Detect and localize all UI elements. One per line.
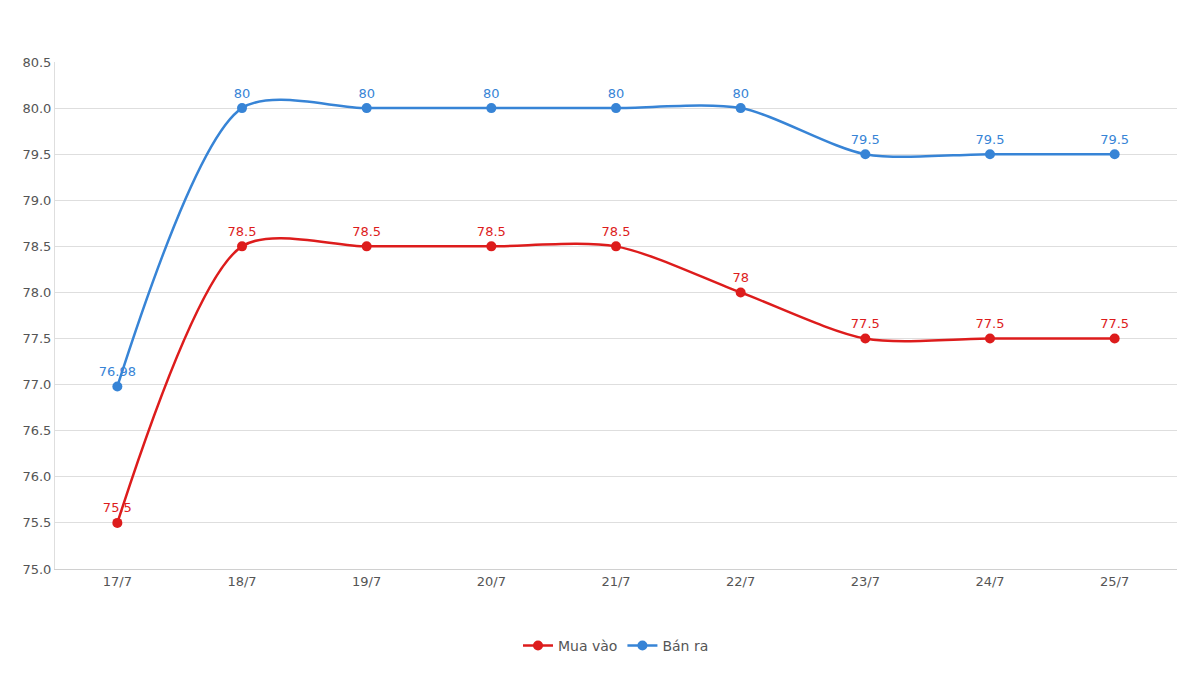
svg-text:79.5: 79.5: [851, 132, 880, 147]
svg-text:77.5: 77.5: [851, 316, 880, 331]
svg-text:20/7: 20/7: [477, 574, 506, 589]
svg-text:22/7: 22/7: [726, 574, 755, 589]
svg-text:79.5: 79.5: [976, 132, 1005, 147]
svg-text:75.5: 75.5: [103, 500, 132, 515]
svg-text:76.0: 76.0: [22, 469, 51, 484]
svg-text:21/7: 21/7: [601, 574, 630, 589]
svg-text:Bán ra: Bán ra: [662, 638, 708, 654]
svg-text:80: 80: [234, 86, 251, 101]
svg-text:80.5: 80.5: [22, 55, 51, 70]
svg-text:78.0: 78.0: [22, 285, 51, 300]
svg-text:76.98: 76.98: [99, 364, 136, 379]
svg-text:77.5: 77.5: [22, 331, 51, 346]
svg-text:78.5: 78.5: [22, 239, 51, 254]
svg-text:77.5: 77.5: [976, 316, 1005, 331]
svg-text:Mua vào: Mua vào: [558, 638, 617, 654]
svg-text:76.5: 76.5: [22, 423, 51, 438]
svg-text:25/7: 25/7: [1100, 574, 1129, 589]
svg-text:80: 80: [483, 86, 500, 101]
svg-text:24/7: 24/7: [975, 574, 1004, 589]
svg-text:19/7: 19/7: [352, 574, 381, 589]
svg-text:75.0: 75.0: [22, 562, 51, 577]
svg-text:80: 80: [732, 86, 749, 101]
svg-text:78.5: 78.5: [477, 224, 506, 239]
svg-text:77.5: 77.5: [1100, 316, 1129, 331]
svg-text:78: 78: [732, 270, 749, 285]
svg-text:80: 80: [608, 86, 625, 101]
svg-text:78.5: 78.5: [352, 224, 381, 239]
svg-text:77.0: 77.0: [22, 377, 51, 392]
svg-text:80: 80: [358, 86, 375, 101]
svg-text:23/7: 23/7: [851, 574, 880, 589]
svg-text:18/7: 18/7: [227, 574, 256, 589]
svg-text:79.0: 79.0: [22, 193, 51, 208]
svg-text:79.5: 79.5: [1100, 132, 1129, 147]
svg-text:80.0: 80.0: [22, 101, 51, 116]
svg-text:78.5: 78.5: [228, 224, 257, 239]
svg-text:78.5: 78.5: [602, 224, 631, 239]
svg-text:79.5: 79.5: [22, 147, 51, 162]
svg-text:17/7: 17/7: [103, 574, 132, 589]
svg-text:75.5: 75.5: [22, 515, 51, 530]
